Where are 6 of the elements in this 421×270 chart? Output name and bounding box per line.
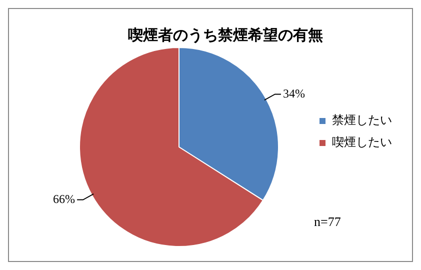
data-label: 66% — [53, 192, 76, 206]
legend-label: 禁煙したい — [332, 113, 392, 128]
text: n=77 — [314, 214, 341, 230]
legend-label: 喫煙したい — [332, 135, 392, 150]
chart-title: 喫煙者のうち禁煙希望の有無 — [128, 26, 323, 44]
data-label: 34% — [282, 86, 305, 100]
